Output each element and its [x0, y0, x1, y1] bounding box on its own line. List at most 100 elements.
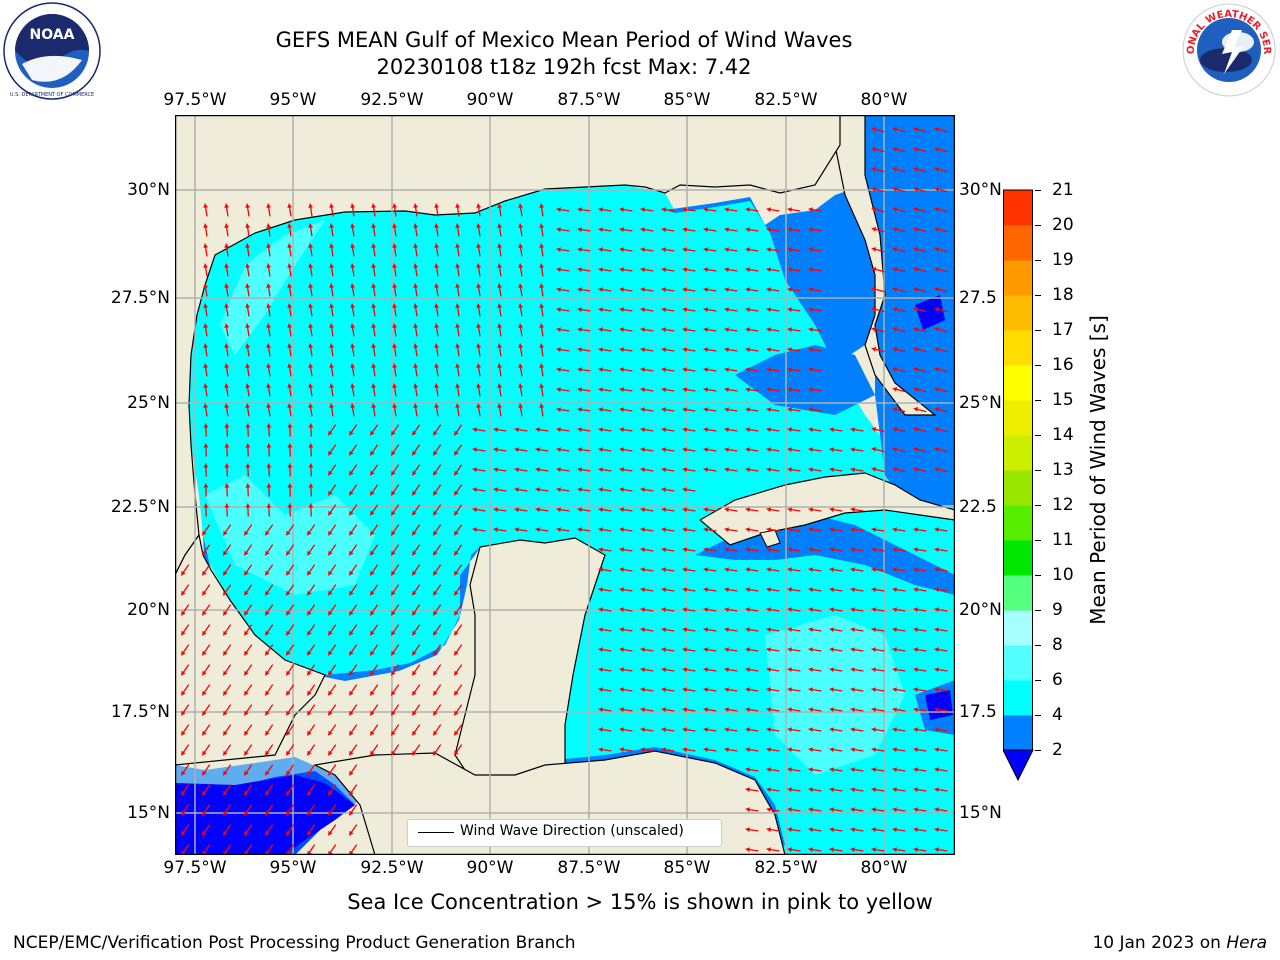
- wind-wave-arrowhead: [745, 247, 750, 253]
- wind-wave-arrowhead: [556, 467, 561, 473]
- wind-wave-arrowhead: [808, 387, 813, 393]
- wind-wave-arrowhead: [476, 243, 482, 248]
- wind-wave-arrowhead: [476, 383, 482, 388]
- wind-wave-arrowhead: [224, 423, 230, 428]
- wind-wave-arrowhead: [913, 147, 919, 152]
- chart-title: GEFS MEAN Gulf of Mexico Mean Period of …: [275, 28, 853, 52]
- colorbar: [1002, 188, 1035, 787]
- wind-wave-arrowhead: [434, 263, 440, 268]
- wind-wave-arrowhead: [913, 287, 919, 292]
- wind-wave-arrowhead: [934, 667, 939, 673]
- wind-wave-arrowhead: [871, 747, 876, 753]
- colorbar-swatch: [1003, 330, 1033, 366]
- wind-wave-arrowhead: [913, 207, 919, 212]
- wind-wave-arrowhead: [871, 467, 877, 472]
- wind-wave-arrowhead: [202, 810, 207, 816]
- wind-wave-arrowhead: [745, 807, 750, 813]
- wind-wave-arrowhead: [308, 283, 314, 288]
- wind-wave-arrowhead: [514, 447, 519, 453]
- wind-wave-arrowhead: [224, 343, 230, 348]
- wind-wave-arrowhead: [518, 323, 524, 328]
- wind-wave-arrowhead: [640, 207, 645, 213]
- wind-wave-arrowhead: [328, 570, 333, 576]
- wind-wave-arrowhead: [181, 830, 186, 836]
- wind-wave-arrowhead: [661, 407, 666, 413]
- wind-wave-arrowhead: [619, 307, 624, 313]
- wind-wave-arrowhead: [328, 790, 333, 796]
- wind-wave-arrowhead: [286, 610, 291, 616]
- wind-wave-arrowhead: [472, 527, 477, 533]
- wind-wave-arrowhead: [808, 547, 813, 553]
- wind-wave-arrowhead: [850, 807, 855, 813]
- wind-wave-arrowhead: [434, 283, 440, 288]
- wind-wave-arrowhead: [287, 303, 293, 308]
- wind-wave-arrowhead: [412, 450, 417, 456]
- wind-wave-arrowhead: [871, 527, 876, 533]
- wind-wave-arrowhead: [577, 407, 582, 413]
- wind-wave-arrowhead: [203, 303, 209, 308]
- wind-wave-arrowhead: [913, 707, 918, 713]
- wind-wave-arrowhead: [745, 367, 750, 373]
- map-panel: [174, 114, 956, 859]
- wind-wave-arrowhead: [577, 227, 582, 233]
- wind-wave-arrowhead: [724, 267, 729, 273]
- wind-wave-arrowhead: [871, 827, 876, 833]
- wind-wave-arrowhead: [454, 690, 459, 696]
- wind-wave-arrowhead: [202, 770, 207, 776]
- wind-wave-arrowhead: [745, 527, 750, 533]
- wind-wave-arrowhead: [892, 347, 898, 352]
- wind-wave-arrowhead: [850, 547, 855, 553]
- colorbar-tick-mark: [1035, 435, 1041, 436]
- wind-wave-arrowhead: [308, 243, 314, 248]
- wind-wave-arrowhead: [619, 427, 624, 433]
- wind-wave-arrowhead: [598, 367, 603, 373]
- wind-wave-arrowhead: [619, 487, 624, 493]
- wind-wave-arrowhead: [934, 167, 940, 172]
- wind-wave-arrowhead: [850, 847, 855, 853]
- wind-wave-arrowhead: [640, 647, 645, 653]
- wind-wave-arrowhead: [892, 247, 898, 252]
- wind-wave-arrowhead: [871, 607, 876, 613]
- wind-wave-arrowhead: [850, 427, 855, 433]
- wind-wave-arrowhead: [245, 423, 251, 428]
- wind-wave-arrowhead: [913, 727, 918, 733]
- wind-wave-arrowhead: [808, 607, 813, 613]
- cuba-land: [698, 472, 955, 546]
- wind-wave-arrowhead: [745, 627, 750, 633]
- wind-wave-arrowhead: [766, 207, 771, 213]
- wind-wave-arrowhead: [808, 427, 813, 433]
- wind-wave-arrowhead: [493, 507, 498, 513]
- wind-wave-arrowhead: [787, 267, 792, 273]
- wind-wave-arrowhead: [745, 327, 750, 333]
- wind-wave-arrowhead: [829, 687, 834, 693]
- wind-wave-arrowhead: [556, 287, 561, 293]
- lat-tick-right: 30°N: [959, 180, 1002, 200]
- wind-wave-arrowhead: [787, 387, 792, 393]
- wind-wave-arrowhead: [454, 570, 459, 576]
- wind-wave-arrowhead: [808, 447, 813, 453]
- wind-wave-arrowhead: [244, 650, 249, 656]
- lon-tick-top: 90°W: [466, 90, 514, 110]
- wind-wave-arrowhead: [745, 747, 750, 753]
- wind-wave-arrowhead: [787, 647, 792, 653]
- wind-wave-arrowhead: [328, 810, 333, 816]
- wind-wave-arrowhead: [766, 527, 771, 533]
- wind-wave-arrowhead: [913, 267, 919, 272]
- wind-wave-arrowhead: [850, 787, 855, 793]
- wind-wave-arrowhead: [766, 847, 771, 853]
- wind-wave-arrowhead: [391, 650, 396, 656]
- wind-wave-arrowhead: [349, 690, 354, 696]
- wind-wave-arrowhead: [745, 647, 750, 653]
- wind-wave-arrowhead: [661, 627, 666, 633]
- wind-wave-arrowhead: [287, 263, 293, 268]
- wind-wave-arrowhead: [245, 303, 251, 308]
- wind-wave-arrowhead: [766, 427, 771, 433]
- wind-wave-arrowhead: [266, 223, 272, 228]
- wind-wave-arrowhead: [392, 283, 398, 288]
- wind-wave-arrowhead: [266, 403, 272, 408]
- wind-wave-arrowhead: [412, 590, 417, 596]
- wind-wave-arrowhead: [766, 467, 771, 473]
- wind-wave-arrowhead: [203, 223, 209, 228]
- wind-wave-arrowhead: [245, 463, 251, 468]
- wind-wave-arrowhead: [535, 507, 540, 513]
